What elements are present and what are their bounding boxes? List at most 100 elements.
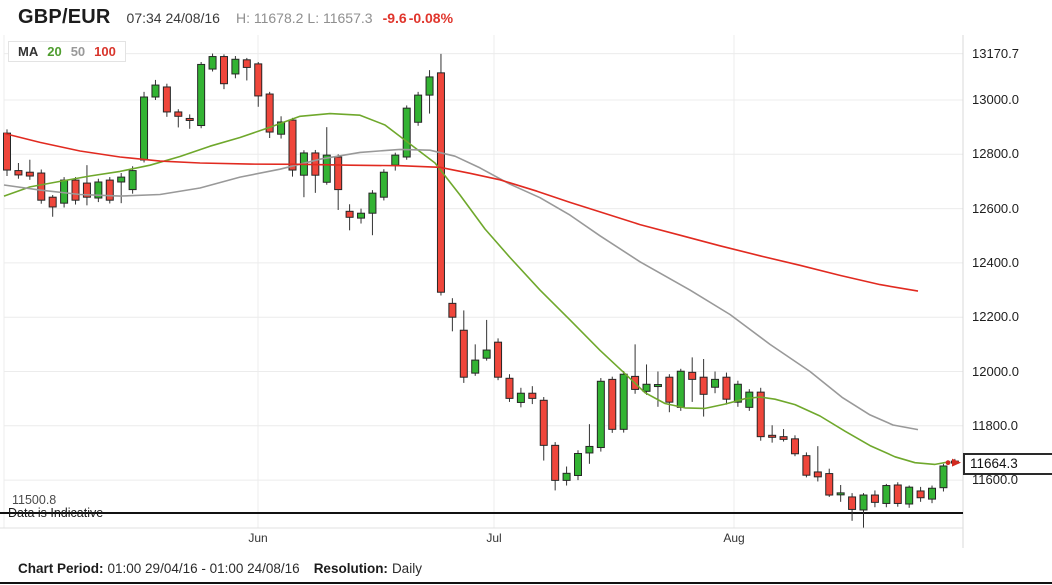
ma100-line xyxy=(3,132,919,292)
current-price-box: 11664.3 xyxy=(963,453,1052,475)
price-change-readout: -9.6 -0.08% xyxy=(381,10,453,26)
chart-period-value: 01:00 29/04/16 - 01:00 24/08/16 xyxy=(107,561,300,576)
x-axis-label: Jul xyxy=(486,531,502,545)
candle-body-down xyxy=(893,484,902,504)
candle-body-down xyxy=(665,376,674,403)
candle-body-down xyxy=(528,392,537,399)
candle-body-down xyxy=(48,196,57,208)
candle-body-down xyxy=(37,172,46,201)
change-percent: -0.08% xyxy=(408,10,454,26)
candle-body-up xyxy=(151,84,160,98)
candle-body-down xyxy=(185,117,194,121)
y-axis-label: 12000.0 xyxy=(972,363,1019,379)
chart-period-label: Chart Period: xyxy=(18,561,104,576)
candle-body-down xyxy=(539,399,548,446)
candle-body-up xyxy=(368,192,377,214)
candle-body-down xyxy=(254,63,263,97)
candle-body-down xyxy=(459,329,468,378)
candle-body-up xyxy=(197,63,206,127)
chart-header: GBP/EUR 07:34 24/08/16 H: 11678.2 L: 11657.… xyxy=(18,6,453,30)
current-price-marker xyxy=(945,460,951,466)
y-axis-label: 11600.0 xyxy=(972,472,1019,488)
ma-100-toggle[interactable]: 100 xyxy=(94,44,116,59)
candle-body-down xyxy=(790,438,799,455)
candle-body-up xyxy=(562,472,571,481)
candle-body-up xyxy=(653,384,662,388)
y-axis-label: 11800.0 xyxy=(972,417,1019,433)
candle-body-up xyxy=(836,492,845,496)
candle-body-down xyxy=(25,171,34,177)
candle-body-up xyxy=(745,391,754,408)
candle-body-up xyxy=(585,445,594,454)
candle-body-down xyxy=(334,156,343,191)
min-price-label: 11500.8 xyxy=(12,493,57,507)
data-indicative-label: Data is Indicative xyxy=(8,506,104,520)
chart-footer: Chart Period: 01:00 29/04/16 - 01:00 24/0… xyxy=(18,561,422,576)
quote-timestamp: 07:34 24/08/16 xyxy=(126,10,220,26)
candle-body-up xyxy=(208,56,217,70)
candle-body-up xyxy=(277,121,286,135)
candle-body-up xyxy=(859,494,868,511)
high-low-readout: H: 11678.2 L: 11657.3 xyxy=(232,10,373,26)
candle-body-up xyxy=(882,485,891,504)
candle-body-up xyxy=(357,212,366,219)
candle-body-down xyxy=(779,436,788,440)
resolution-label: Resolution: xyxy=(313,561,388,576)
candle-body-down xyxy=(448,302,457,318)
candle-body-up xyxy=(414,94,423,123)
candle-body-down xyxy=(802,455,811,476)
ma50-line xyxy=(3,148,919,431)
candle-body-down xyxy=(699,376,708,395)
candle-body-down xyxy=(14,170,23,176)
candle-body-up xyxy=(939,465,948,489)
ma-50-toggle[interactable]: 50 xyxy=(70,44,86,59)
candle-body-down xyxy=(756,391,765,438)
candle-body-up xyxy=(402,107,411,158)
candle-body-down xyxy=(813,471,822,478)
candle-body-down xyxy=(825,473,834,496)
candle-body-up xyxy=(642,383,651,392)
candle-body-up xyxy=(574,452,582,476)
ma-20-toggle[interactable]: 20 xyxy=(47,44,62,59)
candle-body-up xyxy=(140,96,149,161)
candle-body-up xyxy=(60,179,69,204)
candle-body-up xyxy=(391,154,400,166)
candle-body-down xyxy=(71,179,80,201)
candle-body-down xyxy=(219,56,228,85)
candle-body-down xyxy=(494,341,503,378)
candle-body-down xyxy=(722,376,731,400)
y-axis-label: 12600.0 xyxy=(972,200,1019,216)
candle-body-up xyxy=(231,58,240,75)
change-value: -9.6 xyxy=(382,10,407,26)
candle-body-down xyxy=(768,434,777,438)
candle-body-up xyxy=(928,487,937,500)
candle-body-up xyxy=(379,171,388,198)
candle-body-up xyxy=(676,370,685,408)
y-axis-label: 12400.0 xyxy=(972,254,1019,270)
candle-body-down xyxy=(345,210,354,218)
candle-body-down xyxy=(505,377,514,399)
candle-body-up xyxy=(471,359,480,374)
candle-body-down xyxy=(242,59,251,68)
bottom-border xyxy=(0,582,1052,584)
candle-body-up xyxy=(425,76,434,96)
candle-body-up xyxy=(619,373,628,430)
candle-body-down xyxy=(3,132,11,171)
candle-body-down xyxy=(265,93,274,133)
candle-body-up xyxy=(128,170,137,191)
x-axis-label: Jun xyxy=(248,531,268,545)
candle-body-down xyxy=(105,179,114,201)
ma-legend[interactable]: MA 20 50 100 xyxy=(8,41,126,62)
ma20-line xyxy=(3,112,951,466)
candle-body-down xyxy=(174,111,183,117)
candle-body-down xyxy=(551,444,560,481)
candle-body-down xyxy=(436,72,445,293)
candle-body-up xyxy=(94,181,103,199)
y-axis-label: 12800.0 xyxy=(972,146,1019,162)
current-price-arrow xyxy=(952,458,961,467)
candle-body-up xyxy=(905,486,914,505)
candle-body-down xyxy=(916,490,925,499)
y-axis-label: 12200.0 xyxy=(972,309,1019,325)
